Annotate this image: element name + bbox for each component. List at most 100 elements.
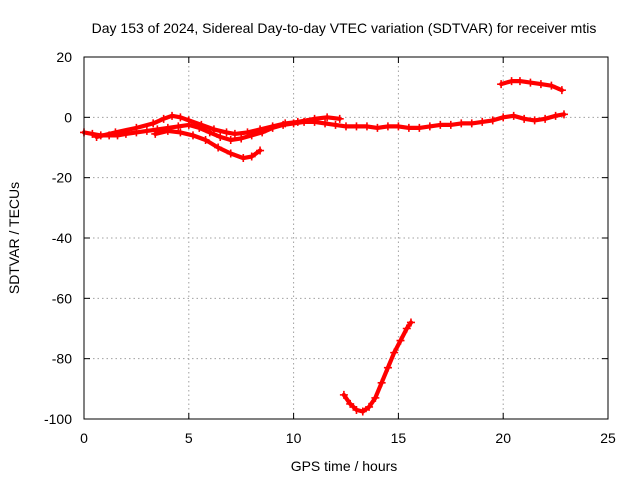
data-point [467, 119, 476, 128]
y-tick-label: -60 [52, 290, 72, 306]
data-point [396, 336, 405, 345]
data-point [230, 129, 239, 138]
data-point [281, 119, 290, 128]
data-point [237, 134, 246, 143]
data-point [509, 111, 518, 120]
data-point [365, 402, 374, 411]
chart-title: Day 153 of 2024, Sidereal Day-to-day VTE… [92, 20, 597, 36]
x-tick-label: 10 [286, 430, 302, 446]
data-point [559, 110, 568, 119]
x-tick-label: 5 [185, 430, 193, 446]
x-tick-label: 20 [495, 430, 511, 446]
data-point [209, 125, 218, 134]
data-point [557, 86, 566, 95]
data-point [151, 129, 160, 138]
data-point [201, 135, 210, 144]
y-axis-label: SDTVAR / TECUs [6, 182, 22, 294]
data-point [197, 120, 206, 129]
data-point [256, 125, 265, 134]
data-point [222, 128, 231, 137]
data-point [247, 152, 256, 161]
data-point [226, 149, 235, 158]
data-point [88, 129, 97, 138]
data-point [394, 122, 403, 131]
data-point [520, 114, 529, 123]
y-tick-label: 0 [64, 109, 72, 125]
data-point [371, 393, 380, 402]
data-point [214, 143, 223, 152]
data-point [149, 119, 158, 128]
data-point [551, 111, 560, 120]
y-tick-label: -20 [52, 170, 72, 186]
data-point [373, 123, 382, 132]
data-point [342, 122, 350, 131]
data-point [536, 80, 545, 89]
data-point [478, 117, 487, 126]
data-point [352, 122, 361, 131]
data-point [383, 363, 392, 372]
data-point [425, 122, 434, 131]
data-point [243, 128, 252, 137]
data-point [339, 390, 348, 399]
series-line [341, 320, 414, 414]
data-point [358, 407, 367, 416]
data-point [256, 146, 265, 155]
series-deep-excursion [339, 318, 415, 416]
data-point [406, 318, 415, 327]
data-point [530, 116, 539, 125]
data-point [168, 111, 177, 120]
data-point [404, 123, 413, 132]
x-tick-label: 0 [80, 430, 88, 446]
data-point [159, 114, 168, 123]
y-tick-label: -100 [44, 411, 72, 427]
data-point [239, 154, 248, 163]
data-point [321, 119, 330, 128]
data-point [331, 120, 340, 129]
data-point [377, 378, 386, 387]
data-point [488, 116, 497, 125]
x-axis-label: GPS time / hours [291, 458, 398, 474]
series-lower-dip [151, 126, 265, 163]
data-series [80, 77, 568, 416]
data-point [346, 399, 355, 408]
data-point [226, 135, 235, 144]
data-point [497, 80, 506, 89]
x-tick-label: 15 [391, 430, 407, 446]
data-point [507, 77, 516, 86]
data-point [362, 122, 371, 131]
data-point [184, 116, 193, 125]
data-point [390, 348, 399, 357]
axis-ticks: 0 5 10 15 20 25 20 0 -20 -40 -60 -80 -100 [44, 49, 616, 446]
data-point [436, 120, 445, 129]
series-line [153, 128, 263, 161]
data-point [310, 114, 319, 123]
data-point [268, 122, 277, 131]
series-upper-branch [92, 111, 344, 141]
data-point [335, 114, 344, 123]
data-point [293, 117, 302, 126]
data-point [547, 81, 556, 90]
data-point [111, 128, 120, 137]
data-point [352, 405, 361, 414]
data-point [142, 126, 151, 135]
data-point [515, 77, 524, 86]
data-point [216, 132, 225, 141]
series-high-branch [497, 77, 566, 95]
y-tick-label: -80 [52, 351, 72, 367]
data-point [92, 132, 101, 141]
y-tick-label: 20 [56, 49, 72, 65]
data-point [541, 114, 550, 123]
data-point [402, 324, 411, 333]
data-point [174, 122, 183, 131]
x-tick-label: 25 [600, 430, 616, 446]
data-point [526, 78, 535, 87]
data-point [132, 123, 141, 132]
data-point [323, 113, 332, 122]
y-tick-label: -40 [52, 230, 72, 246]
data-point [188, 131, 197, 140]
data-point [446, 120, 455, 129]
data-point [457, 119, 466, 128]
data-point [499, 113, 508, 122]
data-point [176, 113, 185, 122]
